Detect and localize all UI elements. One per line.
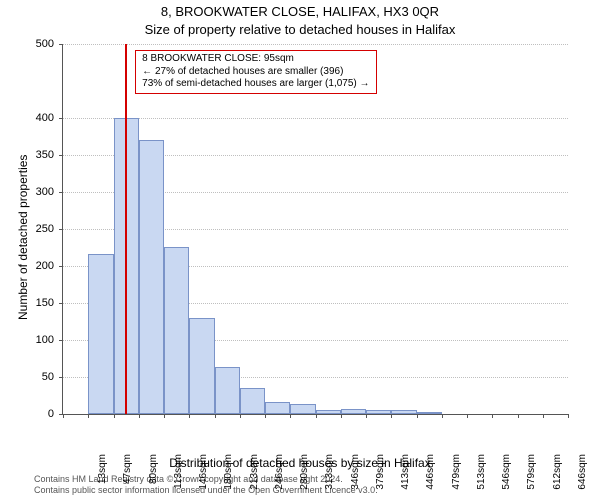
x-tick-mark (391, 414, 392, 418)
x-tick-mark (543, 414, 544, 418)
y-tick-label: 0 (48, 408, 54, 420)
x-tick-label: 346sqm (350, 454, 361, 490)
y-tick-label: 200 (36, 260, 54, 272)
x-tick-mark (240, 414, 241, 418)
x-tick-mark (316, 414, 317, 418)
x-tick-mark (114, 414, 115, 418)
y-tick-label: 250 (36, 223, 54, 235)
y-tick-mark (59, 266, 63, 267)
histogram-bar (290, 404, 315, 414)
x-tick-label: 446sqm (425, 454, 436, 490)
reference-line (125, 44, 127, 414)
y-tick-mark (59, 340, 63, 341)
x-tick-label: 113sqm (173, 454, 184, 490)
histogram-bar (215, 367, 240, 414)
gridline (63, 118, 568, 119)
x-tick-label: 313sqm (324, 454, 335, 490)
histogram-bar (417, 412, 442, 414)
histogram-bar (341, 409, 366, 414)
x-tick-mark (63, 414, 64, 418)
x-tick-label: 146sqm (198, 454, 209, 490)
x-tick-label: 612sqm (552, 454, 563, 490)
y-tick-label: 400 (36, 112, 54, 124)
y-tick-mark (59, 155, 63, 156)
x-tick-mark (417, 414, 418, 418)
y-tick-label: 150 (36, 297, 54, 309)
y-tick-label: 50 (42, 371, 54, 383)
y-tick-label: 350 (36, 149, 54, 161)
histogram-bar (265, 402, 290, 414)
histogram-bar (240, 388, 265, 414)
x-tick-mark (492, 414, 493, 418)
x-tick-mark (467, 414, 468, 418)
gridline (63, 44, 568, 45)
callout-line: 8 BROOKWATER CLOSE: 95sqm (142, 53, 369, 66)
chart-subtitle: Size of property relative to detached ho… (0, 22, 600, 37)
x-tick-label: 513sqm (476, 454, 487, 490)
x-tick-label: 479sqm (451, 454, 462, 490)
x-tick-mark (88, 414, 89, 418)
y-tick-label: 100 (36, 334, 54, 346)
histogram-bar (366, 410, 391, 414)
x-tick-label: 579sqm (526, 454, 537, 490)
chart-container: 8, BROOKWATER CLOSE, HALIFAX, HX3 0QR Si… (0, 0, 600, 500)
histogram-bar (391, 410, 416, 414)
x-tick-label: 180sqm (223, 454, 234, 490)
histogram-bar (139, 140, 164, 414)
x-tick-label: 413sqm (400, 454, 411, 490)
callout-box: 8 BROOKWATER CLOSE: 95sqm← 27% of detach… (135, 50, 376, 94)
x-tick-label: 213sqm (249, 454, 260, 490)
x-tick-label: 80sqm (148, 454, 159, 490)
y-tick-mark (59, 118, 63, 119)
histogram-bar (316, 410, 341, 414)
y-tick-mark (59, 303, 63, 304)
y-tick-label: 500 (36, 38, 54, 50)
plot-area: 8 BROOKWATER CLOSE: 95sqm← 27% of detach… (62, 44, 568, 415)
callout-line: ← 27% of detached houses are smaller (39… (142, 66, 369, 79)
chart-title-address: 8, BROOKWATER CLOSE, HALIFAX, HX3 0QR (0, 4, 600, 19)
y-tick-labels: 050100150200250300350400500 (0, 44, 58, 414)
y-tick-mark (59, 377, 63, 378)
histogram-bar (189, 318, 214, 414)
x-tick-mark (189, 414, 190, 418)
x-tick-mark (290, 414, 291, 418)
x-tick-mark (442, 414, 443, 418)
x-tick-label: 646sqm (577, 454, 588, 490)
x-tick-label: 280sqm (299, 454, 310, 490)
x-tick-mark (568, 414, 569, 418)
histogram-bar (88, 254, 113, 414)
x-tick-mark (366, 414, 367, 418)
x-tick-mark (518, 414, 519, 418)
x-tick-mark (139, 414, 140, 418)
histogram-bar (164, 247, 189, 414)
x-tick-label: 379sqm (375, 454, 386, 490)
callout-line: 73% of semi-detached houses are larger (… (142, 78, 369, 91)
x-tick-mark (164, 414, 165, 418)
x-tick-mark (265, 414, 266, 418)
x-tick-label: 47sqm (122, 454, 133, 490)
x-tick-mark (341, 414, 342, 418)
x-tick-label: 246sqm (274, 454, 285, 490)
x-tick-mark (215, 414, 216, 418)
x-tick-label: 546sqm (501, 454, 512, 490)
y-tick-mark (59, 192, 63, 193)
y-tick-mark (59, 229, 63, 230)
x-tick-label: 13sqm (97, 454, 108, 490)
y-tick-mark (59, 44, 63, 45)
y-tick-label: 300 (36, 186, 54, 198)
